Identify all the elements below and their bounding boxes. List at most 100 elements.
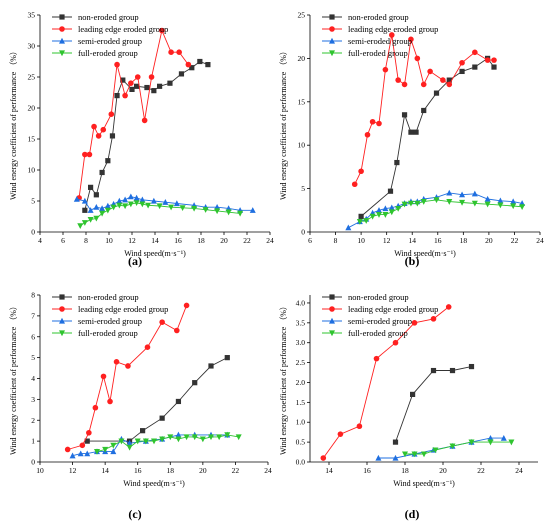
- y-tick-label: 20: [28, 104, 36, 113]
- x-tick-label: 10: [36, 466, 44, 475]
- legend-marker: [329, 37, 335, 44]
- legend-label: leading edge eroded group: [78, 24, 168, 34]
- series-line: [395, 366, 472, 443]
- data-point: [446, 81, 453, 88]
- data-point: [459, 68, 465, 75]
- data-point: [140, 428, 146, 434]
- data-point: [129, 86, 135, 92]
- data-point: [364, 131, 371, 138]
- y-tick-label: 2: [31, 416, 35, 425]
- data-point: [472, 49, 478, 56]
- data-point: [183, 302, 190, 309]
- series-full: [77, 200, 244, 229]
- data-point: [159, 319, 165, 325]
- x-tick-label: 16: [134, 466, 142, 475]
- data-point: [369, 118, 376, 125]
- data-point: [446, 199, 453, 205]
- legend-label: semi-eroded group: [78, 36, 142, 46]
- legend-label: non-eroded group: [78, 292, 139, 302]
- data-point: [64, 446, 71, 453]
- data-point: [145, 202, 152, 209]
- data-point: [102, 446, 109, 453]
- data-point: [109, 133, 116, 139]
- data-point: [497, 197, 504, 204]
- data-point: [88, 184, 94, 190]
- data-point: [225, 209, 232, 216]
- legend-label: non-eroded group: [348, 292, 409, 302]
- x-tick-label: 14: [101, 466, 109, 475]
- data-point: [108, 111, 115, 117]
- data-point: [168, 204, 175, 211]
- data-point: [510, 198, 517, 205]
- y-axis-label: Wind energy coefficient of performance （…: [9, 302, 18, 455]
- y-tick-label: 30: [28, 42, 36, 51]
- data-point: [84, 438, 90, 444]
- x-tick-label: 24: [536, 236, 544, 245]
- data-point: [407, 200, 414, 207]
- data-point: [175, 398, 182, 405]
- data-point: [395, 77, 401, 83]
- series-lead: [76, 27, 192, 201]
- y-tick-label: 20: [298, 54, 306, 63]
- data-point: [432, 447, 439, 454]
- panel-label: (d): [405, 507, 420, 521]
- legend-marker: [329, 14, 335, 20]
- data-point: [468, 439, 475, 446]
- data-point: [382, 205, 389, 212]
- legend-marker: [59, 317, 65, 324]
- data-point: [491, 57, 497, 63]
- data-point: [375, 454, 382, 461]
- panel-label: (c): [128, 507, 141, 521]
- data-point: [69, 452, 76, 459]
- data-point: [410, 391, 416, 398]
- data-point: [139, 201, 146, 208]
- data-point: [144, 344, 151, 350]
- data-point: [92, 404, 99, 411]
- legend: non-eroded group leading edge eroded grou…: [322, 12, 438, 58]
- x-tick-label: 12: [69, 466, 77, 475]
- x-tick-label: 8: [334, 236, 338, 245]
- data-point: [421, 451, 427, 458]
- data-point: [110, 204, 117, 211]
- x-tick-label: 22: [511, 236, 519, 245]
- y-tick-label: 0: [31, 228, 35, 237]
- data-point: [413, 129, 419, 135]
- data-point: [105, 158, 111, 164]
- data-point: [113, 359, 120, 365]
- data-point: [84, 450, 91, 457]
- data-point: [392, 339, 399, 346]
- legend-marker: [329, 330, 335, 337]
- data-point: [157, 83, 163, 89]
- data-point: [133, 194, 140, 201]
- x-tick-label: 14: [325, 466, 333, 475]
- data-point: [433, 197, 440, 204]
- data-point: [139, 196, 146, 203]
- x-tick-label: 12: [128, 236, 136, 245]
- data-point: [382, 212, 389, 218]
- data-point: [392, 454, 399, 461]
- data-point: [134, 83, 140, 89]
- data-point: [519, 204, 526, 211]
- data-point: [484, 195, 491, 202]
- data-point: [191, 434, 198, 441]
- data-point: [373, 355, 380, 362]
- y-tick-label: 0: [31, 458, 35, 467]
- data-point: [82, 207, 88, 213]
- data-point: [508, 439, 515, 446]
- y-tick-label: 3.0: [296, 338, 306, 347]
- series-semi: [69, 431, 231, 459]
- data-point: [93, 192, 99, 198]
- data-point: [79, 442, 86, 449]
- data-point: [99, 210, 106, 217]
- series-line: [84, 60, 209, 211]
- data-point: [468, 363, 475, 370]
- x-axis-label: Wind speed(m·s⁻¹): [123, 479, 185, 488]
- data-point: [487, 439, 494, 446]
- data-point: [122, 196, 129, 203]
- data-point: [81, 220, 88, 226]
- data-point: [420, 81, 427, 88]
- x-tick-label: 10: [357, 236, 365, 245]
- data-point: [156, 203, 163, 210]
